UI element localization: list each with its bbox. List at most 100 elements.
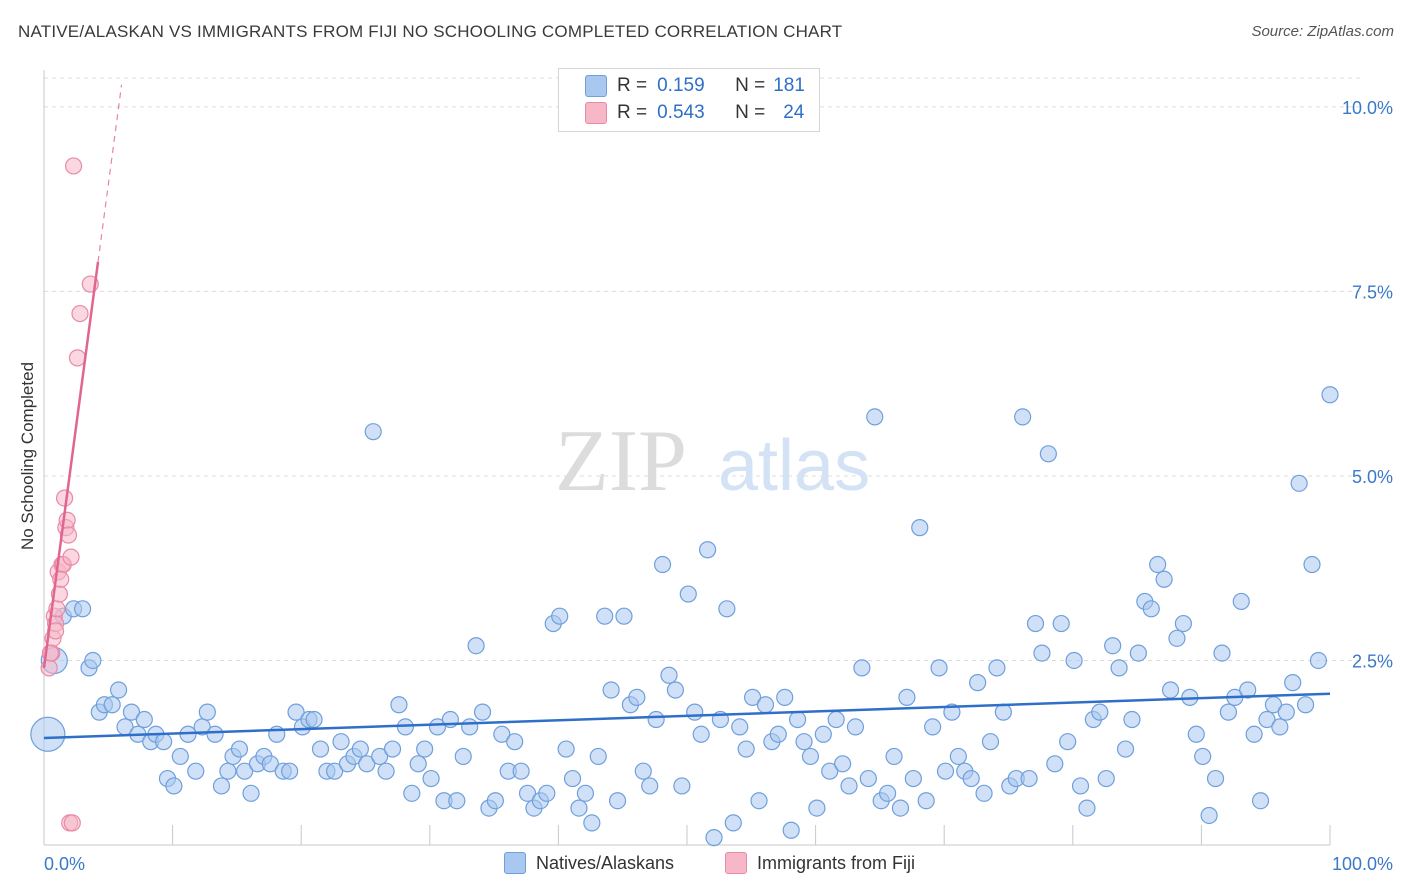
data-point-fiji bbox=[55, 489, 74, 507]
data-point-natives bbox=[1251, 792, 1270, 810]
x-tick-label: 0.0% bbox=[44, 854, 85, 874]
data-point-fiji bbox=[63, 814, 81, 832]
data-point-natives bbox=[795, 733, 813, 751]
data-point-natives bbox=[486, 792, 504, 810]
data-point-natives bbox=[261, 755, 279, 773]
data-point-natives bbox=[206, 725, 224, 743]
data-point-natives bbox=[409, 755, 427, 773]
data-point-natives bbox=[660, 666, 678, 684]
data-point-natives bbox=[1078, 799, 1096, 817]
trend-line-fiji bbox=[42, 261, 100, 669]
data-point-natives bbox=[1129, 644, 1147, 662]
data-point-natives bbox=[750, 792, 768, 810]
legend-item-natives[interactable]: Natives/Alaskans bbox=[504, 852, 674, 874]
legend-swatch-blue bbox=[585, 75, 607, 97]
data-point-natives bbox=[1097, 769, 1115, 788]
data-point-natives bbox=[641, 777, 659, 795]
data-point-natives bbox=[969, 674, 987, 692]
data-point-natives bbox=[557, 740, 575, 758]
legend-label-fiji: Immigrants from Fiji bbox=[757, 852, 916, 873]
data-point-natives bbox=[731, 718, 749, 736]
trend-line-natives bbox=[43, 692, 1331, 740]
data-point-natives bbox=[236, 762, 254, 780]
data-point-natives bbox=[242, 784, 260, 802]
legend-r-label: R = bbox=[617, 102, 648, 123]
data-point-natives bbox=[1033, 644, 1051, 662]
data-point-natives bbox=[634, 762, 652, 780]
data-point-natives bbox=[30, 716, 66, 752]
data-point-natives bbox=[1245, 725, 1263, 743]
data-point-natives bbox=[1213, 644, 1231, 662]
data-point-natives bbox=[724, 814, 742, 832]
data-point-natives bbox=[1065, 651, 1083, 670]
data-point-natives bbox=[1071, 777, 1090, 795]
data-point-natives bbox=[467, 637, 485, 655]
stats-legend: R = 0.159 N = 181 R = 0.543 N = 24 bbox=[558, 68, 820, 132]
data-point-natives bbox=[403, 784, 421, 802]
data-point-natives bbox=[1123, 710, 1141, 729]
data-point-natives bbox=[1296, 696, 1315, 714]
data-point-natives bbox=[1052, 614, 1070, 633]
data-point-natives bbox=[1239, 681, 1257, 699]
data-point-natives bbox=[1321, 386, 1339, 404]
data-point-fiji bbox=[71, 304, 89, 323]
data-point-fiji bbox=[64, 157, 83, 175]
trend-line-fiji-extension bbox=[97, 84, 123, 262]
data-point-natives bbox=[1309, 651, 1328, 670]
data-point-natives bbox=[1290, 474, 1308, 492]
watermark-atlas: atlas bbox=[718, 426, 870, 506]
data-point-natives bbox=[737, 740, 755, 758]
watermark-zip: ZIP bbox=[555, 413, 687, 510]
data-point-natives bbox=[879, 784, 897, 802]
data-point-natives bbox=[814, 725, 832, 743]
data-point-natives bbox=[583, 814, 601, 832]
data-point-natives bbox=[364, 423, 382, 441]
series-natives-alaskans bbox=[30, 386, 1339, 847]
data-point-natives bbox=[383, 740, 402, 758]
data-point-natives bbox=[1142, 600, 1160, 618]
data-point-natives bbox=[230, 740, 249, 758]
data-point-natives bbox=[891, 799, 910, 817]
legend-label-natives: Natives/Alaskans bbox=[536, 852, 675, 873]
data-point-natives bbox=[187, 762, 205, 780]
data-point-natives bbox=[705, 829, 723, 847]
legend-item-fiji[interactable]: Immigrants from Fiji bbox=[725, 852, 915, 874]
axes bbox=[43, 70, 1331, 846]
data-point-natives bbox=[776, 688, 794, 706]
data-point-natives bbox=[171, 747, 189, 766]
data-point-natives bbox=[988, 659, 1006, 677]
data-point-natives bbox=[1059, 733, 1077, 751]
data-point-natives bbox=[305, 710, 323, 729]
data-point-natives bbox=[371, 747, 389, 766]
data-point-natives bbox=[1161, 681, 1180, 699]
data-point-natives bbox=[351, 740, 369, 758]
data-point-natives bbox=[904, 769, 922, 788]
data-point-natives bbox=[589, 747, 607, 766]
data-point-natives bbox=[808, 799, 826, 817]
data-point-natives bbox=[1200, 806, 1218, 825]
data-point-natives bbox=[1187, 725, 1205, 743]
data-point-natives bbox=[311, 740, 330, 758]
data-point-natives bbox=[975, 784, 993, 802]
data-point-natives bbox=[930, 659, 948, 677]
data-point-natives bbox=[493, 725, 511, 743]
data-point-natives bbox=[103, 696, 121, 714]
data-point-natives bbox=[154, 733, 173, 751]
data-point-natives bbox=[1149, 555, 1167, 574]
legend-n-value: 24 bbox=[783, 102, 805, 123]
data-point-natives bbox=[673, 777, 691, 795]
legend-swatch-pink bbox=[725, 852, 747, 874]
data-point-natives bbox=[1206, 769, 1225, 788]
data-point-natives bbox=[936, 762, 955, 780]
data-point-natives bbox=[840, 777, 858, 795]
data-point-natives bbox=[84, 651, 102, 670]
data-point-natives bbox=[473, 703, 492, 721]
legend-row-fiji: R = 0.543 N = 24 bbox=[585, 101, 804, 125]
data-point-natives bbox=[1026, 614, 1045, 633]
data-point-natives bbox=[454, 747, 472, 766]
data-point-natives bbox=[911, 519, 929, 537]
data-point-natives bbox=[512, 762, 530, 780]
data-point-natives bbox=[1104, 637, 1122, 655]
data-point-natives bbox=[846, 718, 865, 736]
